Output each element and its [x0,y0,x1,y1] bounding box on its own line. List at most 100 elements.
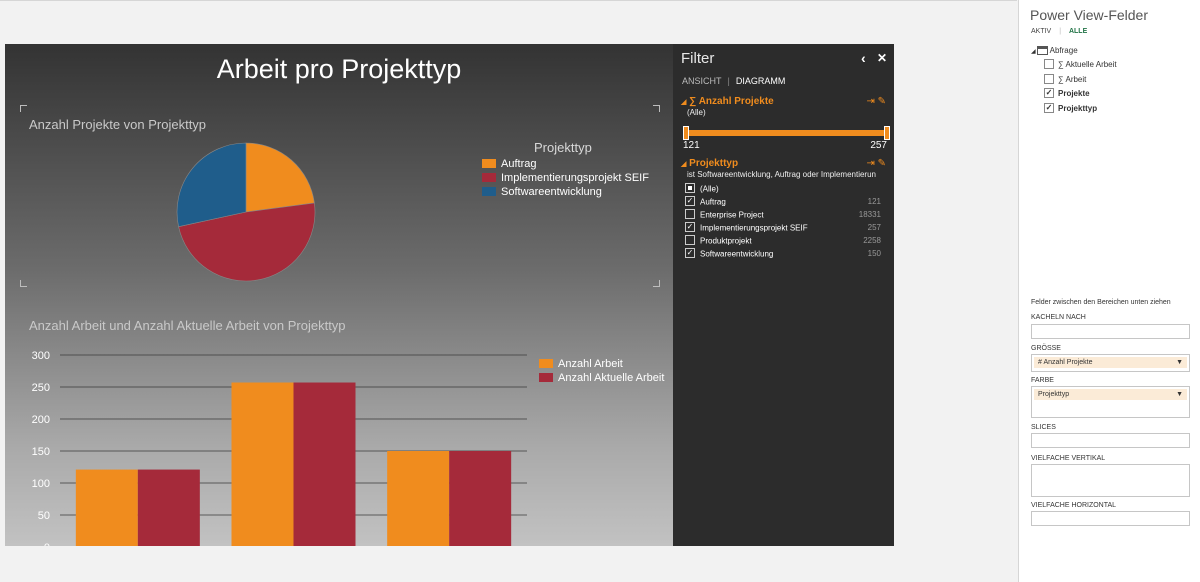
checkbox-partial[interactable] [685,183,695,193]
filter-section-projekttyp[interactable]: ◢ Projekttyp [681,158,739,169]
selection-corner [653,280,660,287]
report-title[interactable]: Arbeit pro Projekttyp [216,54,462,84]
range-slider-min-handle[interactable] [683,126,689,140]
top-divider [0,0,1017,1]
field-checkbox[interactable] [1044,59,1054,69]
legend-swatch [539,373,553,382]
area-label-farbe: FARBE [1031,377,1054,384]
tab-aktiv[interactable]: AKTIV [1031,28,1052,35]
field-chip-anzahl-projekte[interactable]: # Anzahl Projekte ▼ [1034,357,1187,368]
pie-slice-softwareentwicklung[interactable] [176,142,247,228]
field-list-pane: Power View-Felder AKTIV | ALLE ◢ Abfrage … [1018,0,1200,582]
bar-chart-title: Anzahl Arbeit und Anzahl Aktuelle Arbeit… [29,318,346,333]
field-checkbox[interactable]: ✓ [1044,88,1054,98]
range-slider-max-handle[interactable] [884,126,890,140]
filter-option[interactable]: ✓ Softwareentwicklung 150 [685,248,881,259]
tab-ansicht[interactable]: ANSICHT [682,76,722,86]
area-vertikal[interactable] [1031,464,1190,497]
area-farbe[interactable]: Projekttyp ▼ [1031,386,1190,418]
checkbox-unchecked[interactable] [685,209,695,219]
legend-label: Anzahl Aktuelle Arbeit [558,372,665,384]
bar-anzahl-aktuelle-arbeit[interactable] [293,382,356,546]
filter-projekttyp-subtitle: ist Softwareentwicklung, Auftrag oder Im… [687,170,876,179]
filter-option[interactable]: Enterprise Project 18331 [685,209,881,222]
bar-anzahl-arbeit[interactable] [387,451,450,546]
bar-anzahl-arbeit[interactable] [231,382,294,546]
expand-triangle-icon: ◢ [681,99,687,106]
tab-diagramm[interactable]: DIAGRAMM [735,76,786,86]
area-label-slices: SLICES [1031,424,1056,431]
range-slider-track[interactable] [685,130,887,136]
field-item[interactable]: ✓ Projekttyp [1044,103,1098,114]
expand-triangle-icon: ◢ [681,161,687,168]
filter-option[interactable]: ✓ Implementierungsprojekt SEIF 257 [685,222,881,233]
pie-chart[interactable] [171,137,321,287]
checkbox-unchecked[interactable] [685,235,695,245]
checkbox-checked[interactable]: ✓ [685,222,695,232]
close-icon[interactable]: ✕ [877,51,888,65]
bar-anzahl-aktuelle-arbeit[interactable] [137,469,200,546]
filter-option[interactable]: (Alle) [685,183,881,196]
filter-title: Filter [681,50,715,67]
bar-legend-item[interactable]: Anzahl Arbeit [539,358,623,372]
sigma-icon: ∑ [1058,75,1066,85]
pie-slice-implementierungsprojekt-seif[interactable] [178,202,316,282]
bar-anzahl-arbeit[interactable] [75,469,138,546]
filter-pane: Filter ‹ ✕ ANSICHT | DIAGRAMM ◢ ∑ Anzahl P… [673,44,894,546]
filter-tools-icons[interactable]: ⇥ ✎ [866,96,886,107]
bar-chart[interactable]: 050100150200250300AuftragImplementierung… [15,340,535,546]
y-tick-label: 100 [32,478,50,490]
pie-chart-title: Anzahl Projekte von Projekttyp [29,117,207,132]
filter-section-projekte[interactable]: ◢ ∑ Anzahl Projekte [681,96,774,107]
bar-anzahl-aktuelle-arbeit[interactable] [449,451,512,546]
dropdown-arrow-icon[interactable]: ▼ [1176,391,1183,398]
pie-legend-item[interactable]: Softwareentwicklung [482,186,602,200]
filter-tools-icons[interactable]: ⇥ ✎ [866,158,886,169]
field-item[interactable]: ∑ Arbeit [1044,74,1086,85]
filter-option[interactable]: ✓ Auftrag 121 [685,196,881,207]
selection-corner [20,105,27,112]
pie-chart-visual[interactable] [20,105,660,287]
checkbox-checked[interactable]: ✓ [685,248,695,258]
tab-alle[interactable]: ALLE [1068,28,1088,35]
filter-option[interactable]: Produktprojekt 2258 [685,235,881,248]
selection-corner [653,105,660,112]
bar-legend-item[interactable]: Anzahl Aktuelle Arbeit [539,372,664,386]
area-horizontal[interactable] [1031,511,1190,526]
table-icon [1036,46,1048,56]
legend-swatch [482,159,496,168]
pie-legend-item[interactable]: Auftrag [482,158,536,172]
area-kacheln[interactable] [1031,324,1190,339]
field-checkbox[interactable] [1044,74,1054,84]
legend-label: Anzahl Arbeit [558,358,623,370]
field-chip-projekttyp[interactable]: Projekttyp ▼ [1034,389,1187,400]
y-tick-label: 150 [32,446,50,458]
area-slices[interactable] [1031,433,1190,448]
legend-label: Implementierungsprojekt SEIF [501,172,649,184]
legend-swatch [482,173,496,182]
pie-legend-item[interactable]: Implementierungsprojekt SEIF [482,172,649,186]
area-groesse[interactable]: # Anzahl Projekte ▼ [1031,354,1190,372]
y-tick-label: 50 [38,510,50,522]
field-list-tabs: AKTIV | ALLE [1031,28,1088,35]
dropdown-arrow-icon[interactable]: ▼ [1176,359,1183,366]
collapse-triangle-icon: ◢ [1031,49,1036,55]
range-max-value: 257 [870,140,887,151]
legend-swatch [539,359,553,368]
table-node[interactable]: ◢ Abfrage [1031,46,1078,56]
area-label-kacheln: KACHELN NACH [1031,314,1086,321]
legend-label: Auftrag [501,158,537,170]
y-tick-label: 300 [32,350,50,362]
filter-tabs: ANSICHT | DIAGRAMM [682,76,786,86]
filter-projekte-subtitle: (Alle) [687,108,706,117]
field-checkbox[interactable]: ✓ [1044,103,1054,113]
field-item[interactable]: ✓ Projekte [1044,88,1090,99]
legend-swatch [482,187,496,196]
field-item[interactable]: ∑ Aktuelle Arbeit [1044,59,1117,70]
report-canvas[interactable]: Arbeit pro Projekttyp Anzahl Projekte vo… [5,44,673,546]
collapse-icon[interactable]: ‹ [861,50,866,66]
checkbox-checked[interactable]: ✓ [685,196,695,206]
area-label-groesse: GRÖSSE [1031,345,1061,352]
pie-slice-auftrag[interactable] [245,142,315,213]
sigma-icon: ∑ [1058,60,1066,70]
